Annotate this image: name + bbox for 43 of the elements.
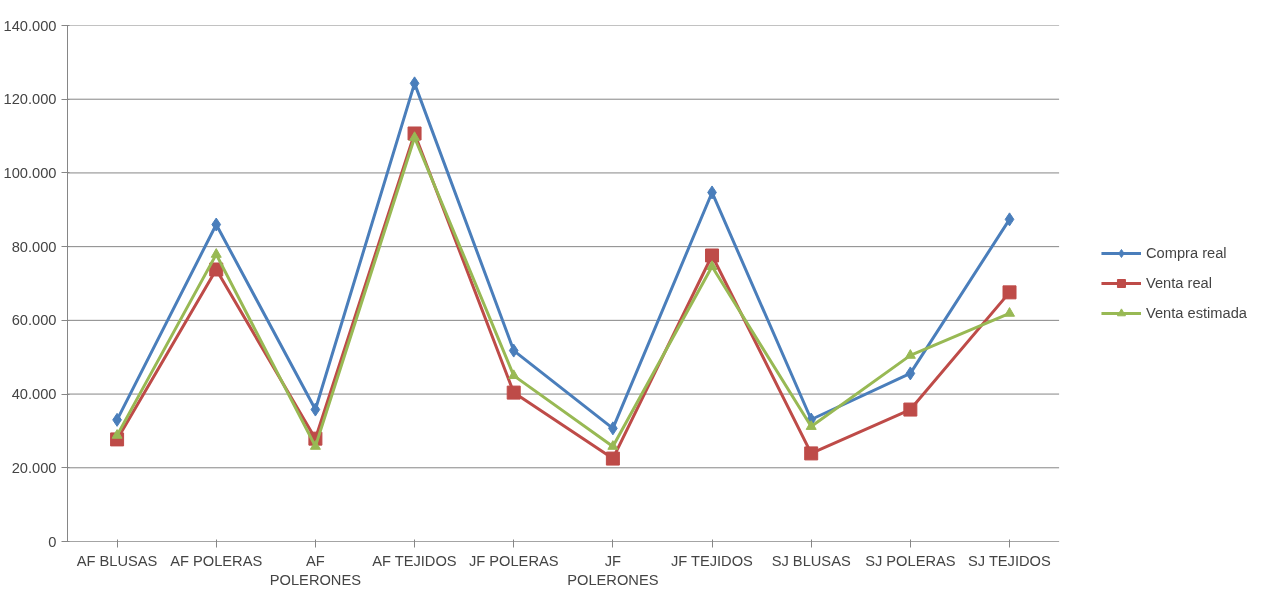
x-tick-label: SJ POLERAS [865,552,956,569]
y-tick-label: 60.000 [11,312,57,329]
point [1002,285,1017,300]
point [605,451,620,466]
point [904,349,916,359]
y-tick-label: 40.000 [11,386,57,403]
x-tick-label: AF POLERONES [269,552,362,588]
point [211,217,222,232]
point [506,385,521,400]
x-tick-label: AF BLUSAS [76,552,158,569]
point [903,402,918,417]
x-tick-label: AF POLERAS [170,552,263,569]
point [905,366,916,381]
x-tick-label: AF TEJIDOS [372,552,457,569]
point [1004,212,1015,227]
x-tick-label: JF TEJIDOS [670,552,754,569]
point [607,440,619,450]
x-tick-label: JF POLERAS [468,552,559,569]
y-tick-label: 80.000 [11,238,57,255]
y-tick-label: 140.000 [3,17,57,34]
point [508,343,519,358]
legend-label: Venta estimada [1145,305,1247,321]
point [309,440,321,450]
y-tick-label: 100.000 [3,164,57,181]
legend-label: Venta real [1145,275,1212,291]
point [1004,307,1016,317]
point [111,429,123,439]
x-tick-label: JF POLERONES [567,552,659,588]
point [409,131,421,141]
y-tick-label: 120.000 [3,91,57,108]
x-tick-label: SJ BLUSAS [771,552,851,569]
point [705,248,720,263]
point [409,76,420,91]
y-tick-label: 0 [48,533,57,550]
legend-label: Compra real [1145,245,1227,261]
point [706,260,718,270]
point [805,420,817,430]
point [804,446,819,461]
point [210,248,222,258]
x-tick-label: SJ TEJIDOS [967,552,1052,569]
point [508,369,520,380]
point [310,402,321,417]
y-tick-label: 20.000 [11,459,57,476]
